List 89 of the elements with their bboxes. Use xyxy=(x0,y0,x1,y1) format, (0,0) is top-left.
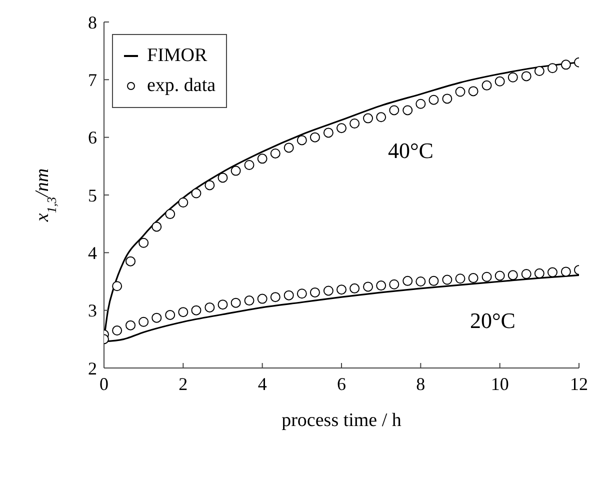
y-tick-label: 3 xyxy=(88,300,97,321)
point xyxy=(126,320,136,330)
point xyxy=(350,283,360,294)
point xyxy=(442,274,452,285)
point xyxy=(336,123,346,134)
point xyxy=(389,279,400,290)
point xyxy=(376,112,386,122)
point xyxy=(230,298,241,308)
annotation: 20°C xyxy=(470,308,516,334)
point xyxy=(350,118,360,128)
y-tick-label: 6 xyxy=(88,128,97,148)
point xyxy=(534,268,544,278)
point xyxy=(428,94,439,105)
point xyxy=(389,105,400,116)
point xyxy=(244,160,254,170)
point xyxy=(442,94,452,104)
point xyxy=(482,272,492,282)
point xyxy=(416,98,426,109)
legend-label: exp. data xyxy=(147,74,216,98)
point xyxy=(521,269,532,280)
point xyxy=(257,294,268,304)
point xyxy=(310,132,320,142)
point xyxy=(336,284,346,295)
point xyxy=(428,276,439,286)
point xyxy=(178,197,188,208)
point xyxy=(152,312,162,323)
y-tick-label: 2 xyxy=(88,358,97,378)
point xyxy=(270,292,280,302)
point xyxy=(218,300,228,310)
point xyxy=(165,310,176,320)
y-tick-label: 5 xyxy=(88,185,97,206)
point xyxy=(310,287,320,298)
point xyxy=(363,113,374,124)
point xyxy=(402,105,413,116)
point xyxy=(138,238,149,248)
point xyxy=(521,71,532,82)
point xyxy=(257,154,268,164)
x-tick-label: 8 xyxy=(416,374,426,394)
point xyxy=(204,180,215,190)
point xyxy=(152,222,162,232)
x-tick-label: 0 xyxy=(100,374,108,394)
x-tick-label: 10 xyxy=(490,374,509,394)
point xyxy=(270,148,280,158)
point xyxy=(547,63,558,74)
point xyxy=(112,281,122,292)
point xyxy=(494,270,505,281)
point xyxy=(284,290,294,300)
x-tick-label: 12 xyxy=(570,374,588,394)
point xyxy=(284,142,294,153)
point xyxy=(455,274,466,284)
x-tick-label: 4 xyxy=(258,374,267,394)
point xyxy=(508,72,518,82)
point xyxy=(560,60,571,70)
annotation: 40°C xyxy=(388,138,434,164)
point xyxy=(165,209,176,220)
point xyxy=(468,273,478,284)
x-axis-title: process time / h xyxy=(282,410,402,431)
point xyxy=(508,270,518,280)
point xyxy=(402,276,413,286)
x-tick-label: 2 xyxy=(178,374,188,394)
point xyxy=(416,276,426,286)
point xyxy=(376,280,386,291)
point xyxy=(126,256,136,266)
point xyxy=(560,266,571,277)
point xyxy=(204,302,215,312)
point xyxy=(534,66,544,76)
point xyxy=(455,86,466,97)
y-tick-label: 8 xyxy=(88,12,97,32)
point xyxy=(482,80,492,90)
point xyxy=(230,166,241,176)
point xyxy=(494,76,505,86)
point xyxy=(112,326,122,336)
point xyxy=(547,267,558,278)
point xyxy=(323,286,334,296)
point xyxy=(138,316,149,327)
legend-label: FIMOR xyxy=(147,44,208,68)
point xyxy=(363,282,374,292)
point xyxy=(468,86,478,96)
point xyxy=(296,135,307,146)
x-tick-label: 6 xyxy=(337,374,346,394)
point xyxy=(218,172,228,183)
point xyxy=(323,128,334,138)
point xyxy=(296,288,307,299)
point xyxy=(244,296,254,306)
y-tick-label: 4 xyxy=(88,243,97,264)
point xyxy=(191,188,202,198)
point xyxy=(178,307,188,318)
point xyxy=(191,305,202,316)
y-tick-label: 7 xyxy=(88,70,97,90)
